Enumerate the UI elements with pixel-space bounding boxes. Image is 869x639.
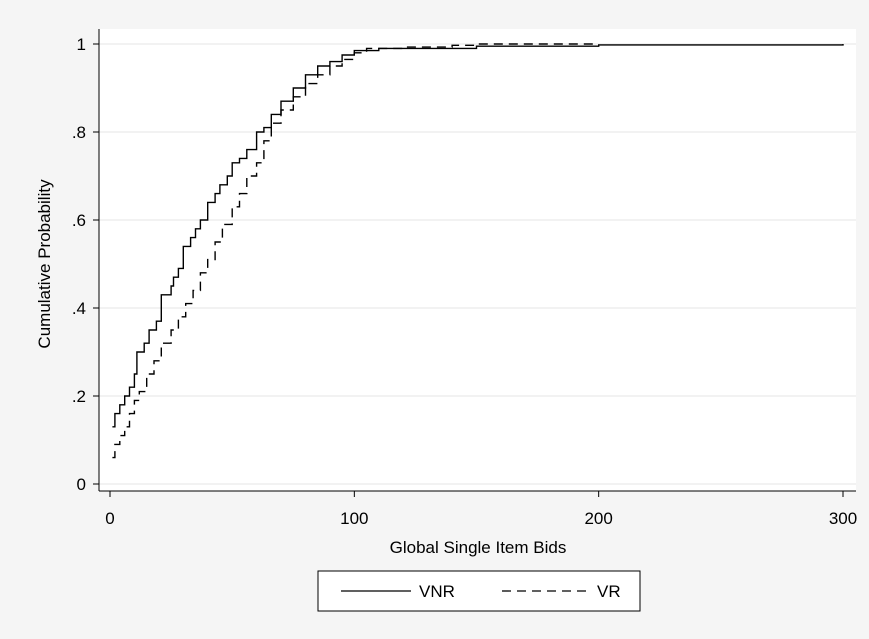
y-tick-label-4: .8	[72, 123, 86, 142]
y-tick-label-0: 0	[77, 475, 86, 494]
x-tick-label-0: 0	[105, 509, 114, 528]
y-tick-label-1: .2	[72, 387, 86, 406]
legend-label-vnr: VNR	[419, 582, 455, 601]
series-line-vr	[112, 43, 599, 459]
legend: VNR VR	[317, 570, 641, 612]
x-axis-label: Global Single Item Bids	[390, 538, 567, 557]
y-tick-label-5: 1	[77, 35, 86, 54]
tick-marks-and-labels: 0 .2 .4 .6 .8 1 0 100 200 300	[72, 35, 857, 528]
y-tick-label-3: .6	[72, 211, 86, 230]
series-lines	[112, 43, 844, 459]
series-line-vnr	[112, 44, 844, 428]
legend-label-vr: VR	[597, 582, 621, 601]
axes	[98, 29, 856, 492]
y-axis-label: Cumulative Probability	[35, 179, 54, 349]
x-tick-label-3: 300	[829, 509, 857, 528]
x-tick-label-2: 200	[584, 509, 612, 528]
x-tick-label-1: 100	[340, 509, 368, 528]
y-tick-label-2: .4	[72, 299, 86, 318]
plot-background	[99, 29, 856, 491]
gridlines	[99, 43, 856, 485]
